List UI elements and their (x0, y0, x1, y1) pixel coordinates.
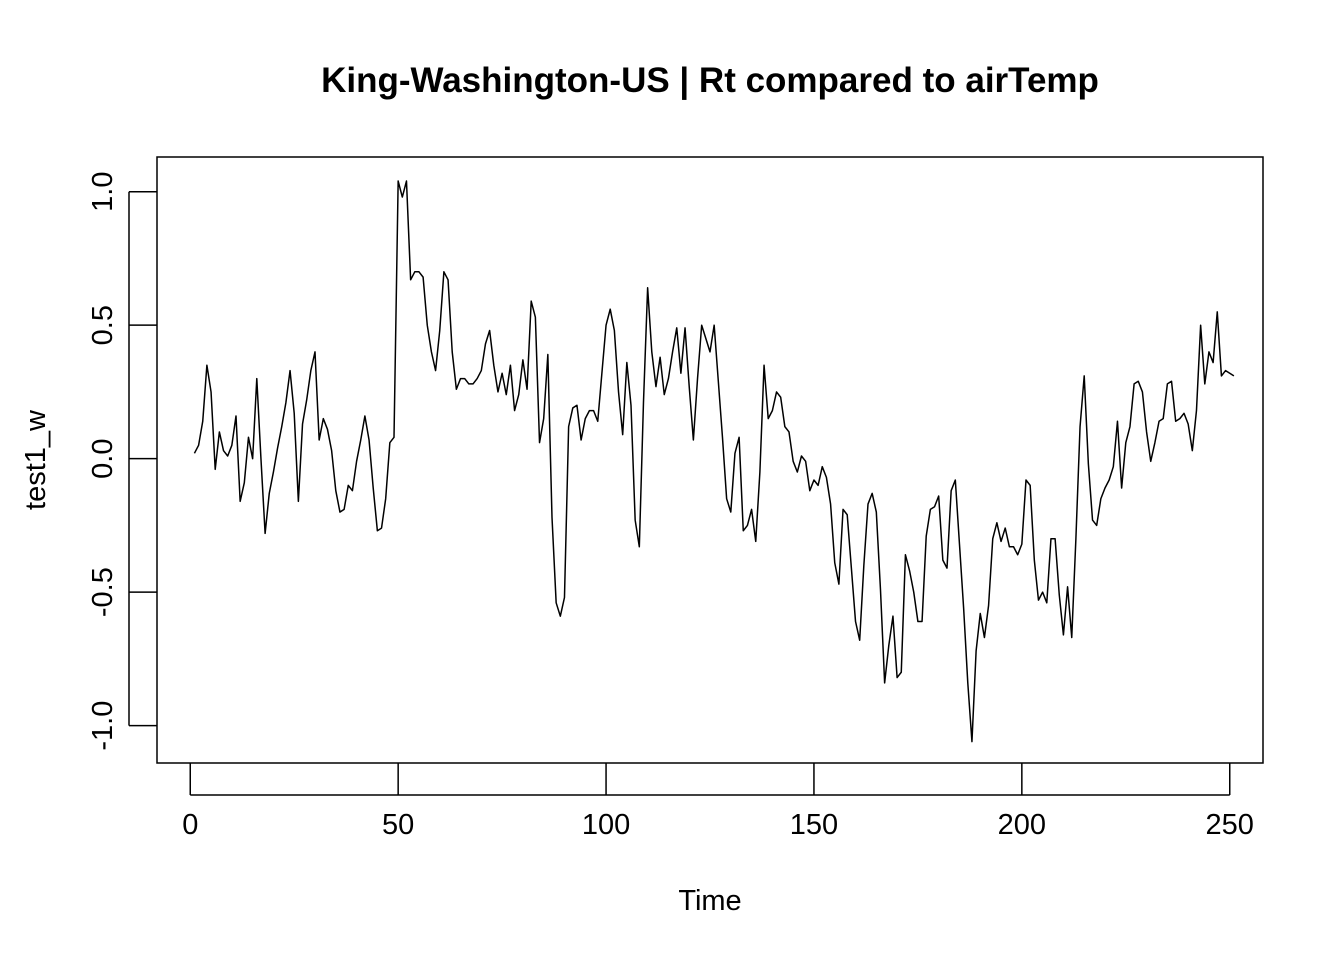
plot-frame (156, 156, 1264, 764)
x-tick-label: 150 (790, 809, 838, 841)
y-tick-label: 1.0 (87, 172, 119, 212)
y-axis-label: test1_w (20, 409, 52, 510)
x-axis: 0 50 100 150 200 250 (182, 763, 1254, 841)
x-axis-label: Time (678, 885, 741, 917)
x-tick-label: 250 (1206, 809, 1254, 841)
y-axis: -1.0 -0.5 0.0 0.5 1.0 (87, 172, 157, 751)
x-tick-label: 50 (382, 809, 414, 841)
series-line (193, 180, 1235, 743)
y-tick-label: -1.0 (87, 701, 119, 751)
chart-title: King-Washington-US | Rt compared to airT… (321, 61, 1099, 100)
x-tick-label: 0 (182, 809, 198, 841)
x-tick-label: 200 (998, 809, 1046, 841)
y-tick-label: 0.0 (87, 439, 119, 479)
y-tick-label: -0.5 (87, 567, 119, 617)
x-tick-label: 100 (582, 809, 630, 841)
y-tick-label: 0.5 (87, 305, 119, 345)
